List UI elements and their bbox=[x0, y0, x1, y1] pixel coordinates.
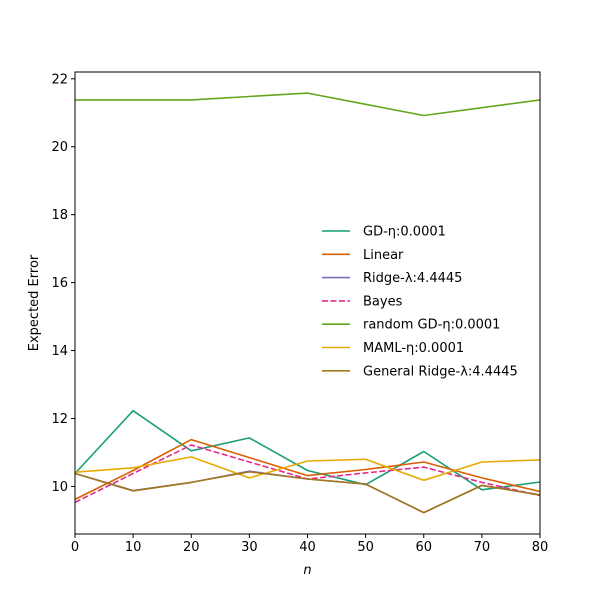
x-tick-label: 60 bbox=[415, 540, 432, 555]
legend-label-5: MAML-η:0.0001 bbox=[363, 341, 464, 356]
x-tick-label: 40 bbox=[299, 540, 316, 555]
x-axis-label: n bbox=[303, 563, 311, 578]
y-axis: 10 12 14 16 18 20 22 bbox=[51, 72, 75, 495]
series-line-2 bbox=[74, 470, 541, 514]
legend-label-6: General Ridge-λ:4.4445 bbox=[363, 364, 518, 379]
legend-label-4: random GD-η:0.0001 bbox=[363, 318, 500, 333]
x-tick-label: 80 bbox=[532, 540, 549, 555]
legend-label-3: Bayes bbox=[363, 294, 403, 309]
series-line-1 bbox=[74, 438, 541, 501]
series-line-0 bbox=[74, 409, 541, 491]
series-line-5 bbox=[74, 456, 541, 482]
x-tick-label: 50 bbox=[357, 540, 374, 555]
x-tick-label: 70 bbox=[474, 540, 491, 555]
series-line-6 bbox=[74, 470, 541, 514]
legend-label-2: Ridge-λ:4.4445 bbox=[363, 271, 462, 286]
x-tick-label: 10 bbox=[125, 540, 142, 555]
legend-label-0: GD-η:0.0001 bbox=[363, 225, 446, 240]
x-tick-label: 0 bbox=[71, 540, 79, 555]
y-tick-label: 18 bbox=[51, 208, 68, 223]
y-tick-label: 10 bbox=[51, 480, 68, 495]
plot-lines bbox=[74, 92, 541, 514]
y-tick-label: 16 bbox=[51, 276, 68, 291]
y-axis-label: Expected Error bbox=[27, 254, 42, 351]
legend-label-1: Linear bbox=[363, 248, 404, 263]
x-tick-label: 30 bbox=[241, 540, 258, 555]
y-tick-label: 20 bbox=[51, 140, 68, 155]
legend: GD-η:0.0001 Linear Ridge-λ:4.4445 Bayes rand… bbox=[322, 225, 518, 379]
series-line-4 bbox=[75, 92, 541, 117]
series-line-3 bbox=[74, 444, 541, 504]
y-tick-label: 22 bbox=[51, 72, 68, 87]
x-tick-label: 20 bbox=[183, 540, 200, 555]
x-axis: 0 10 20 30 40 50 60 70 80 bbox=[71, 534, 548, 555]
y-tick-label: 14 bbox=[51, 344, 68, 359]
y-tick-label: 12 bbox=[51, 412, 68, 427]
